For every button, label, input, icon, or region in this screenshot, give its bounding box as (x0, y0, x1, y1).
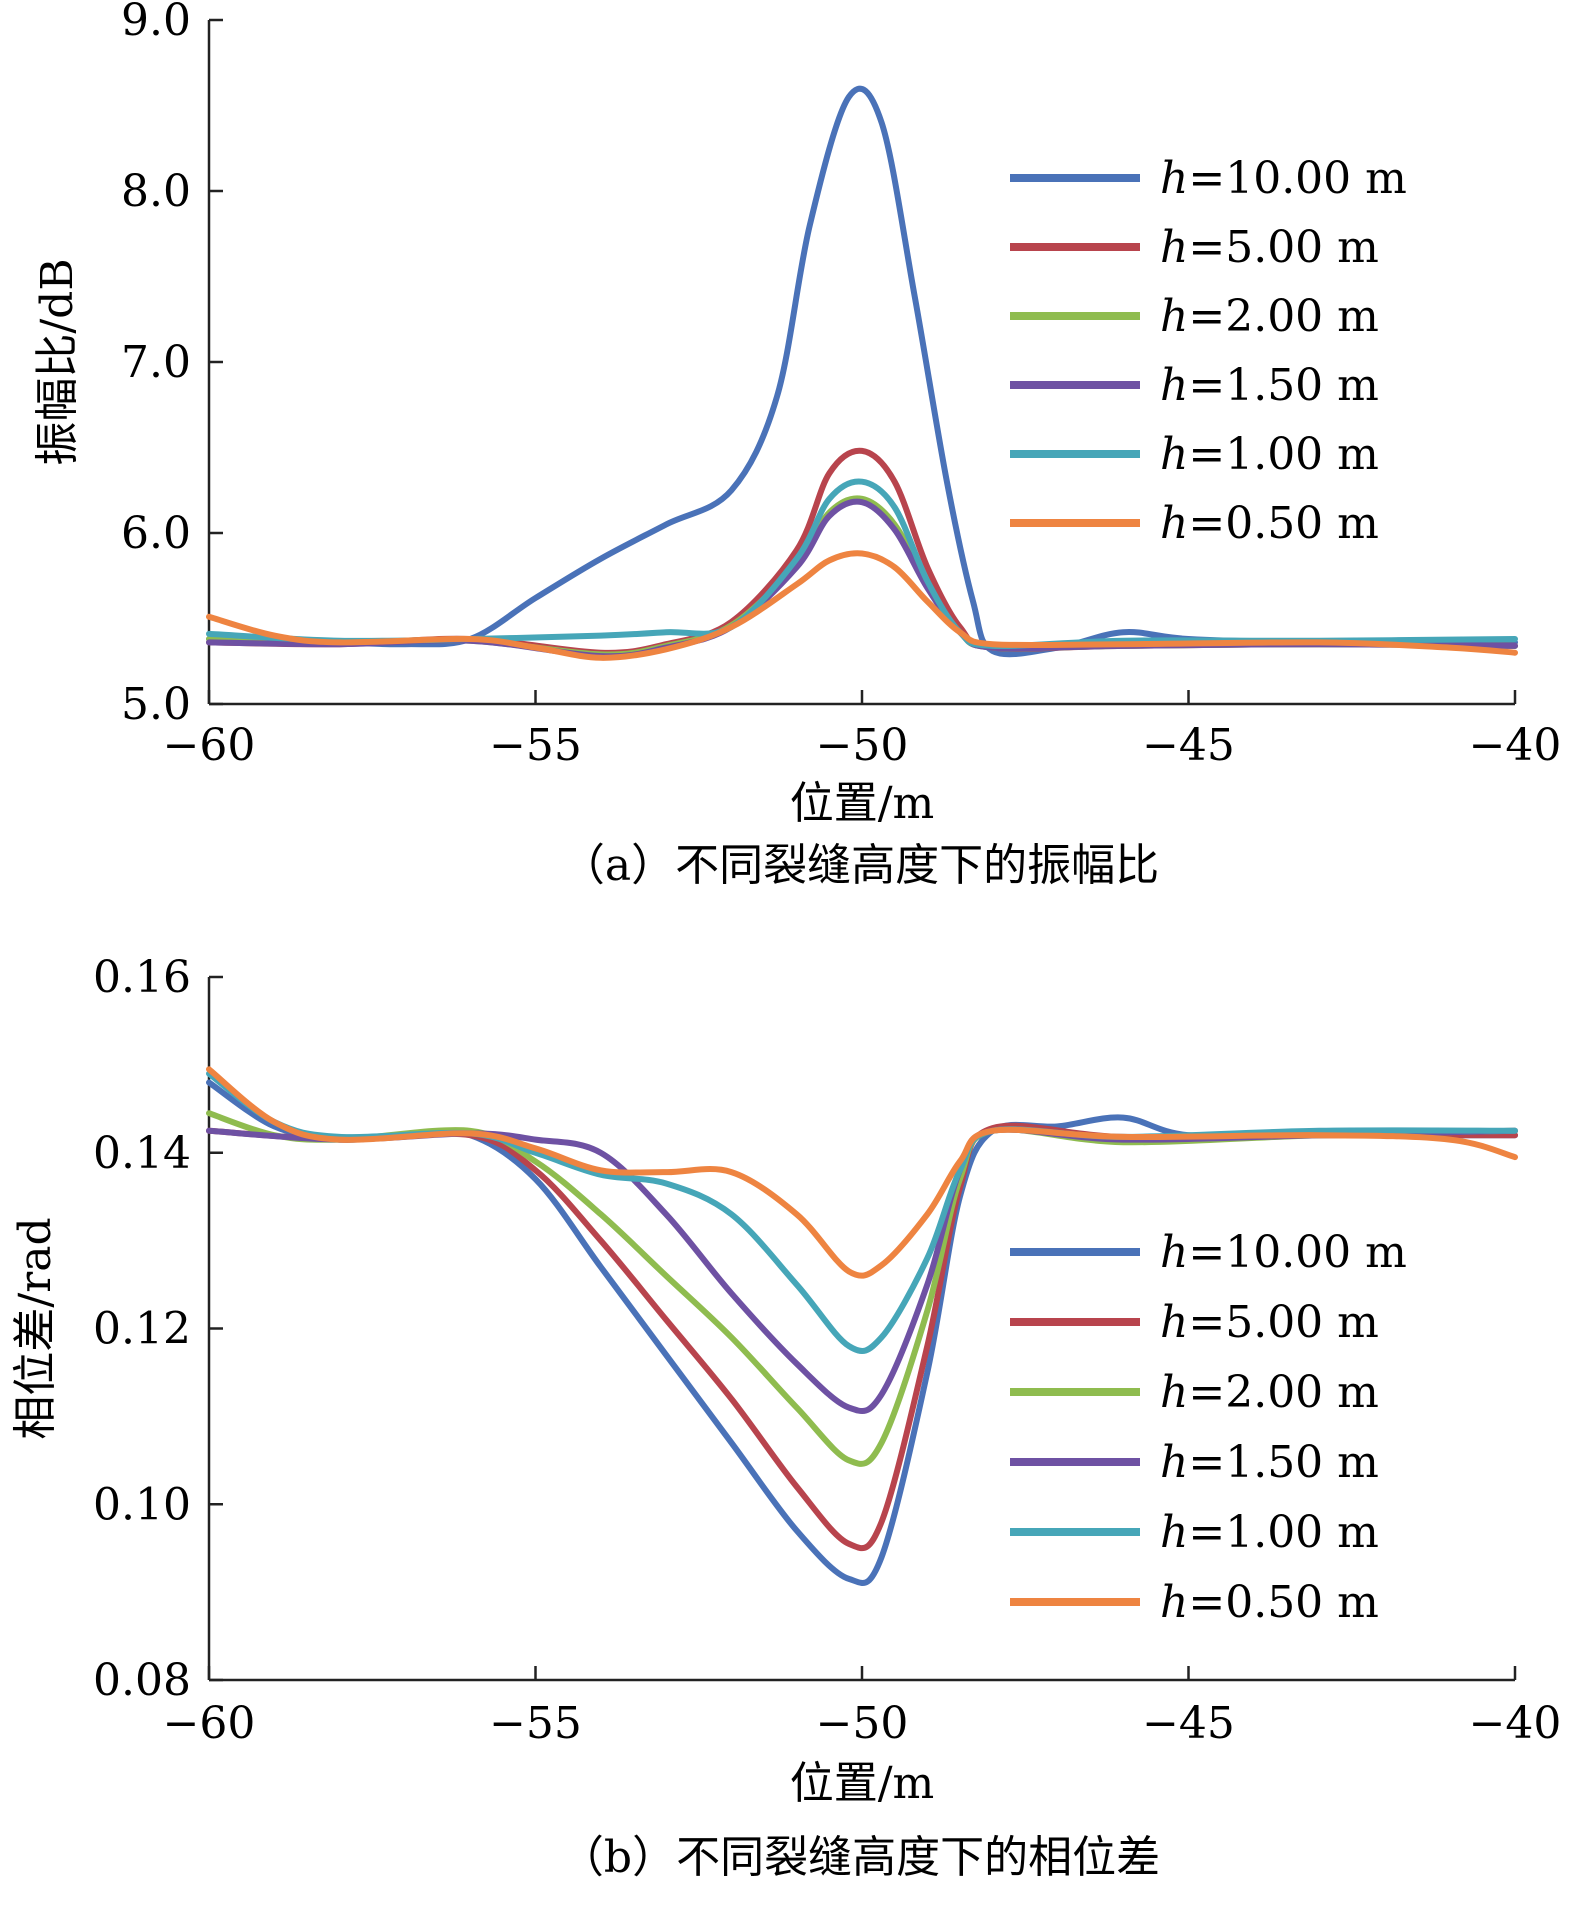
y-tick-label: 0.08 (93, 1655, 191, 1706)
chart-caption: （a）不同裂缝高度下的振幅比 (561, 840, 1159, 891)
x-tick-label: −55 (489, 720, 582, 771)
series-line-5 (206, 550, 1518, 661)
x-tick-label: −60 (163, 720, 256, 771)
legend: h=10.00 m h=5.00 m h=2.00 m h=1.50 m h=1.00 … (1010, 1227, 1407, 1628)
legend-label: h=5.00 m (1160, 222, 1379, 273)
legend: h=10.00 m h=5.00 m h=2.00 m h=1.50 m h=1.00 … (1010, 153, 1407, 549)
legend-label: h=2.00 m (1160, 1367, 1379, 1418)
chart-caption: （b）不同裂缝高度下的相位差 (560, 1832, 1160, 1883)
x-tick-label: −45 (1142, 720, 1235, 771)
series-line-5 (206, 1066, 1518, 1279)
y-tick-label: 0.16 (93, 952, 191, 1003)
y-axis-label: 振幅比/dB (32, 258, 83, 465)
x-tick-label: −55 (489, 1698, 582, 1749)
series-line-0 (206, 85, 1518, 658)
y-tick-label: 5.0 (121, 679, 191, 730)
y-tick-label: 6.0 (121, 508, 191, 559)
x-tick-label: −40 (1469, 1698, 1562, 1749)
x-tick-label: −60 (163, 1698, 256, 1749)
y-axis-label: 相位差/rad (10, 1217, 61, 1439)
x-tick-label: −50 (816, 1698, 909, 1749)
x-axis-label: 位置/m (790, 1758, 935, 1809)
legend-label: h=1.00 m (1160, 429, 1379, 480)
legend-label: h=0.50 m (1160, 1577, 1379, 1628)
y-tick-label: 0.14 (93, 1128, 191, 1179)
legend-label: h=1.50 m (1160, 360, 1379, 411)
y-tick-label: 0.10 (93, 1479, 191, 1530)
x-tick-label: −40 (1469, 720, 1562, 771)
legend-label: h=2.00 m (1160, 291, 1379, 342)
chart-b: 0.08 0.10 0.12 0.14 0.16 −60 −55 −50 −45 −40 位置/m 相… (10, 952, 1561, 1883)
chart-a: 5.0 6.0 7.0 8.0 9.0 −60 −55 −50 −45 −40 位置/m 振幅比/dB… (32, 0, 1561, 891)
legend-label: h=0.50 m (1160, 498, 1379, 549)
y-tick-label: 9.0 (121, 0, 191, 46)
x-tick-label: −50 (816, 720, 909, 771)
legend-label: h=1.50 m (1160, 1437, 1379, 1488)
y-tick-label: 0.12 (93, 1304, 191, 1355)
y-tick-label: 8.0 (121, 166, 191, 217)
y-tick-label: 7.0 (121, 337, 191, 388)
legend-label: h=1.00 m (1160, 1507, 1379, 1558)
x-axis-label: 位置/m (790, 778, 935, 829)
legend-label: h=5.00 m (1160, 1297, 1379, 1348)
legend-label: h=10.00 m (1160, 1227, 1407, 1278)
legend-label: h=10.00 m (1160, 153, 1407, 204)
x-tick-label: −45 (1142, 1698, 1235, 1749)
